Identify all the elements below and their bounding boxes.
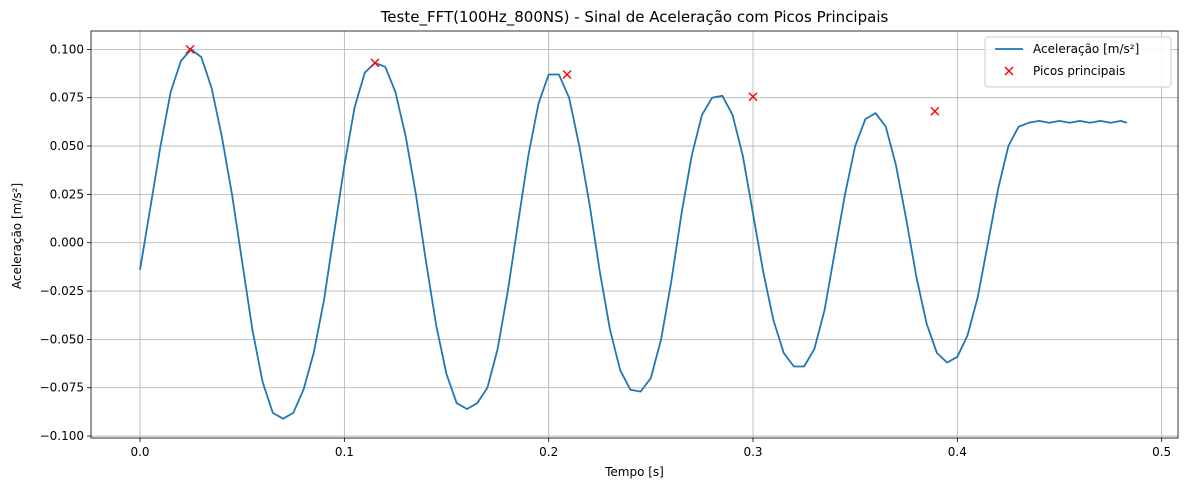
peak-marker [748, 92, 758, 102]
y-axis-label: Aceleração [m/s²] [10, 183, 24, 289]
peak-marker [930, 106, 940, 116]
acceleration-line [139, 48, 1128, 420]
peak-marker [185, 44, 195, 54]
legend-label-acceleration: Aceleração [m/s²] [1033, 42, 1139, 56]
y-tick-label: −0.100 [40, 429, 84, 443]
plot-frame [90, 30, 1179, 439]
x-axis-ticks: 0.0 0.1 0.2 0.3 0.4 0.5 [130, 438, 1171, 459]
plot-series [139, 44, 1128, 420]
x-tick-label: 0.3 [743, 445, 762, 459]
y-tick-label: −0.025 [40, 284, 84, 298]
legend: Aceleração [m/s²] Picos principais [984, 36, 1172, 88]
peak-marker [370, 58, 380, 68]
peak-marker [562, 70, 572, 79]
x-tick-label: 0.2 [539, 445, 558, 459]
y-tick-label: 0.000 [50, 236, 84, 250]
y-tick-label: 0.025 [50, 187, 84, 201]
chart-title: Teste_FFT(100Hz_800NS) - Sinal de Aceler… [380, 8, 889, 27]
x-tick-label: 0.5 [1152, 445, 1171, 459]
x-tick-label: 0.0 [130, 445, 149, 459]
legend-box [984, 36, 1172, 88]
y-tick-label: 0.050 [50, 139, 84, 153]
legend-label-peaks: Picos principais [1033, 64, 1125, 78]
y-tick-label: 0.075 [50, 91, 84, 105]
y-tick-label: −0.075 [40, 381, 84, 395]
grid [91, 31, 1178, 438]
x-axis-label: Tempo [s] [604, 465, 664, 479]
y-tick-label: 0.100 [50, 42, 84, 56]
y-axis-ticks: −0.100 −0.075 −0.050 −0.025 0.000 0.025 0.050 0… [40, 42, 91, 443]
x-tick-label: 0.4 [948, 445, 967, 459]
x-tick-label: 0.1 [335, 445, 354, 459]
y-tick-label: −0.050 [40, 332, 84, 346]
legend-marker-swatch [1004, 66, 1014, 76]
